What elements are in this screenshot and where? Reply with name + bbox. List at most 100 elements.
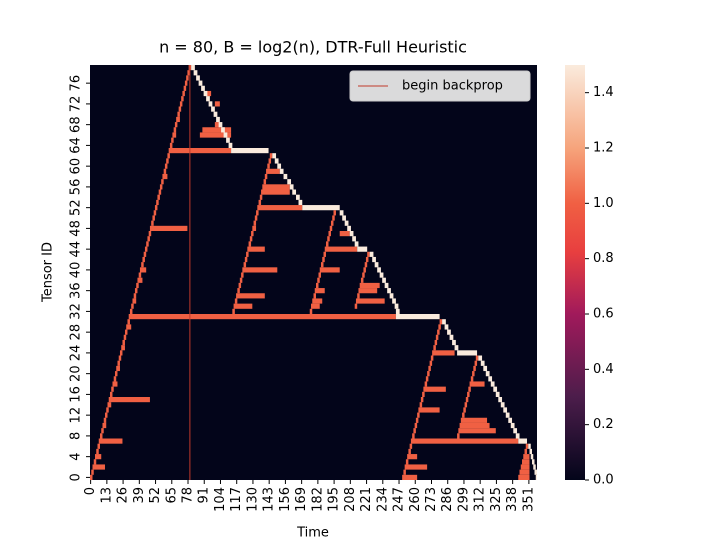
heatmap-cell [402, 474, 418, 480]
heatmap-cell [427, 371, 430, 377]
heatmap-cell [317, 277, 320, 283]
heatmap-cell [153, 210, 157, 216]
heatmap-cell [408, 448, 411, 455]
heatmap-cell [465, 397, 469, 403]
heatmap-cell [196, 75, 200, 81]
heatmap-cell [214, 101, 220, 107]
heatmap-cell [198, 80, 203, 86]
heatmap-cell [263, 179, 267, 185]
heatmap-cell [202, 127, 232, 133]
x-tick-label: 78 [181, 487, 196, 504]
heatmap-cell [178, 106, 182, 112]
heatmap-cell [462, 412, 465, 418]
heatmap-cell [505, 412, 510, 418]
heatmap-cell [287, 179, 292, 185]
chart-title: n = 80, B = log2(n), DTR-Full Heuristic [159, 38, 467, 57]
heatmap-cell [208, 101, 213, 107]
heatmap-cell [413, 428, 416, 434]
y-axis-label: Tensor ID [41, 242, 56, 303]
heatmap-cell [234, 298, 238, 304]
heatmap-cell [259, 194, 263, 200]
heatmap-cell [148, 231, 152, 237]
heatmap-cell [433, 345, 436, 351]
heatmap-cell [447, 329, 451, 335]
heatmap-cell [523, 454, 530, 460]
y-tick-label: 64 [69, 137, 84, 154]
heatmap-cell [410, 438, 519, 444]
heatmap-cell [392, 298, 396, 304]
heatmap-cell [204, 90, 212, 97]
heatmap-cell [319, 267, 340, 273]
x-tick-label: 39 [132, 487, 147, 504]
heatmap-cell [533, 464, 536, 470]
x-axis-label: Time [296, 526, 329, 540]
heatmap-cell [238, 282, 242, 289]
x-tick-label: 0 [83, 487, 98, 495]
heatmap-cell [327, 236, 330, 242]
heatmap-cell [206, 96, 210, 102]
heatmap-cell [109, 391, 113, 397]
y-tick-label: 8 [69, 432, 84, 440]
heatmap-cell [389, 293, 394, 299]
colorbar-tick-label: 0.6 [593, 307, 614, 322]
heatmap-cell [355, 298, 385, 304]
x-tick-label: 130 [245, 487, 260, 512]
heatmap-cell [279, 168, 284, 174]
heatmap-cell [483, 365, 488, 372]
heatmap-cell [101, 428, 104, 434]
heatmap-cell [151, 220, 154, 226]
heatmap-cell [133, 293, 137, 299]
heatmap-cell [249, 236, 253, 242]
heatmap-cell [485, 371, 490, 377]
heatmap-cell [226, 137, 230, 143]
heatmap-cell [417, 412, 420, 418]
heatmap-cell [452, 339, 456, 346]
heatmap-cell [333, 210, 336, 216]
heatmap-cell [325, 241, 329, 247]
x-tick-label: 247 [392, 487, 407, 512]
heatmap-cell [423, 386, 446, 392]
heatmap-cell [123, 334, 127, 340]
heatmap-cell [213, 111, 218, 117]
heatmap-cell [312, 298, 323, 304]
heatmap-cell [298, 199, 303, 206]
heatmap-cell [498, 397, 503, 403]
heatmap-cell [112, 381, 118, 387]
heatmap-cell [93, 459, 97, 465]
heatmap-cell [309, 308, 313, 314]
heatmap-cell [488, 376, 493, 382]
x-tick-label: 65 [164, 487, 179, 504]
heatmap-cell [162, 173, 168, 180]
x-tick-label: 104 [213, 487, 228, 512]
heatmap-cell [323, 251, 326, 257]
heatmap-cell [357, 246, 368, 252]
y-tick-label: 56 [69, 179, 84, 196]
heatmap-cell [354, 241, 359, 247]
heatmap-cell [193, 70, 198, 76]
heatmap-cell [420, 397, 424, 403]
heatmap-cell [379, 272, 384, 278]
heatmap-cell [449, 334, 454, 340]
heatmap-cell [374, 262, 379, 268]
x-tick-label: 286 [440, 487, 455, 512]
heatmap-cell [302, 205, 340, 211]
heatmap-cell [414, 422, 418, 429]
y-tick-label: 44 [69, 241, 84, 258]
heatmap-cell [480, 360, 485, 366]
heatmap-cell [377, 267, 381, 273]
heatmap-cell [535, 474, 537, 480]
heatmap-cell [394, 303, 399, 309]
y-tick-label: 28 [69, 324, 84, 341]
heatmap-cell [467, 391, 470, 397]
heatmap-cell [415, 417, 419, 423]
y-tick-label: 52 [69, 199, 84, 216]
heatmap-cell [221, 127, 225, 133]
heatmap-cell [252, 225, 257, 231]
heatmap-cell [365, 256, 369, 263]
heatmap-cell [268, 158, 272, 164]
heatmap-cell [264, 173, 268, 180]
heatmap-cell [147, 236, 150, 242]
heatmap-cell [464, 402, 468, 408]
heatmap-cell [490, 381, 495, 387]
heatmap-cell [183, 85, 187, 91]
